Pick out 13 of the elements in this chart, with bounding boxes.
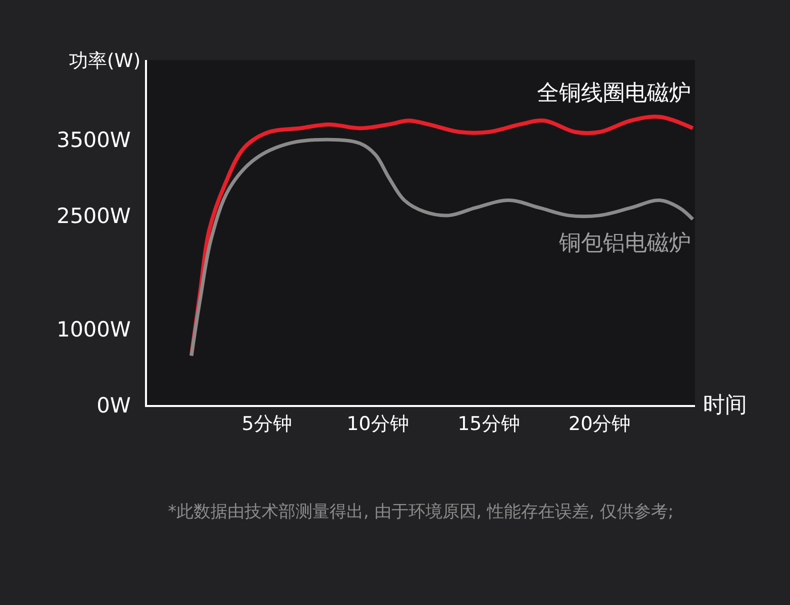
x-tick-label: 20分钟 xyxy=(568,412,631,435)
x-axis-title: 时间 xyxy=(703,393,747,418)
y-tick-label: 3500W xyxy=(56,128,132,152)
x-tick-label: 15分钟 xyxy=(458,412,520,435)
x-tick-label: 10分钟 xyxy=(346,412,409,435)
series-label: 全铜线圈电磁炉 xyxy=(537,81,691,106)
y-tick-label: 2500W xyxy=(56,204,132,228)
x-tick-label: 5分钟 xyxy=(242,412,292,435)
text: *此数据由技术部测量得出, 由于环境原因, 性能存在误差, 仅供参考; xyxy=(168,502,674,522)
y-axis-title: 功率(W) xyxy=(69,50,141,72)
y-tick-label: 1000W xyxy=(56,318,132,342)
series-label: 铜包铝电磁炉 xyxy=(558,231,691,256)
y-tick-label: 0W xyxy=(96,393,132,418)
